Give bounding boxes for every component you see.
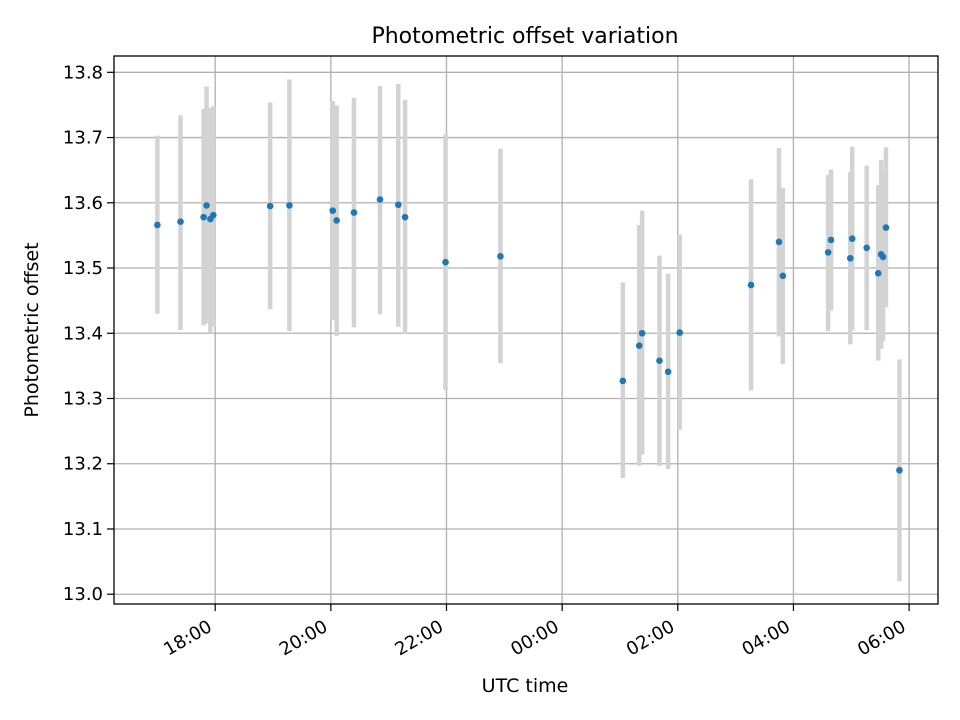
data-point	[879, 253, 887, 261]
y-tick-label: 13.6	[63, 193, 103, 214]
data-point	[664, 368, 672, 376]
data-point	[333, 217, 340, 224]
data-point	[863, 244, 870, 252]
data-point	[203, 202, 210, 209]
data-point	[401, 213, 409, 221]
data-point	[882, 224, 890, 231]
x-tick-label: 04:00	[739, 616, 794, 660]
x-tick-label: 00:00	[507, 616, 562, 660]
y-axis-label: Photometric offset	[21, 242, 43, 417]
x-axis-label: UTC time	[482, 675, 569, 697]
data-point	[824, 249, 832, 256]
y-tick-label: 13.7	[63, 128, 103, 149]
data-point	[779, 272, 787, 280]
data-point	[656, 357, 663, 364]
data-point	[775, 238, 783, 246]
data-point	[896, 466, 903, 474]
data-point	[329, 207, 337, 214]
data-point	[177, 218, 184, 226]
x-tick-label: 02:00	[623, 616, 678, 660]
y-tick-label: 13.1	[63, 519, 103, 540]
y-tick-label: 13.8	[63, 62, 103, 83]
data-point	[846, 254, 854, 262]
y-tick-label: 13.3	[63, 389, 103, 410]
error-bars	[155, 79, 902, 582]
x-tick-label: 20:00	[276, 616, 331, 660]
data-point	[747, 281, 755, 289]
data-point	[635, 342, 643, 349]
data-point	[286, 202, 293, 209]
x-tick-label: 18:00	[160, 616, 215, 660]
data-point	[638, 329, 646, 337]
data-point	[874, 269, 882, 277]
data-point	[209, 211, 217, 219]
data-point	[200, 213, 207, 221]
y-tick-label: 13.0	[63, 584, 103, 605]
data-point	[442, 258, 449, 266]
data-point	[350, 209, 358, 216]
x-tick-label: 22:00	[392, 616, 447, 660]
y-tick-label: 13.4	[63, 323, 103, 344]
data-point	[497, 252, 504, 260]
data-point	[154, 221, 161, 229]
data-points	[154, 196, 903, 474]
x-tick-label: 06:00	[854, 616, 909, 660]
plot-frame	[113, 55, 939, 605]
y-tick-label: 13.5	[63, 258, 103, 279]
grid	[114, 56, 938, 604]
data-point	[395, 201, 402, 209]
data-point	[266, 202, 274, 210]
data-point	[827, 236, 835, 244]
y-tick-label: 13.2	[63, 454, 103, 475]
data-point	[676, 329, 684, 336]
chart-title: Photometric offset variation	[371, 24, 678, 49]
data-point	[619, 377, 627, 385]
data-point	[376, 196, 384, 203]
data-point	[848, 235, 856, 242]
